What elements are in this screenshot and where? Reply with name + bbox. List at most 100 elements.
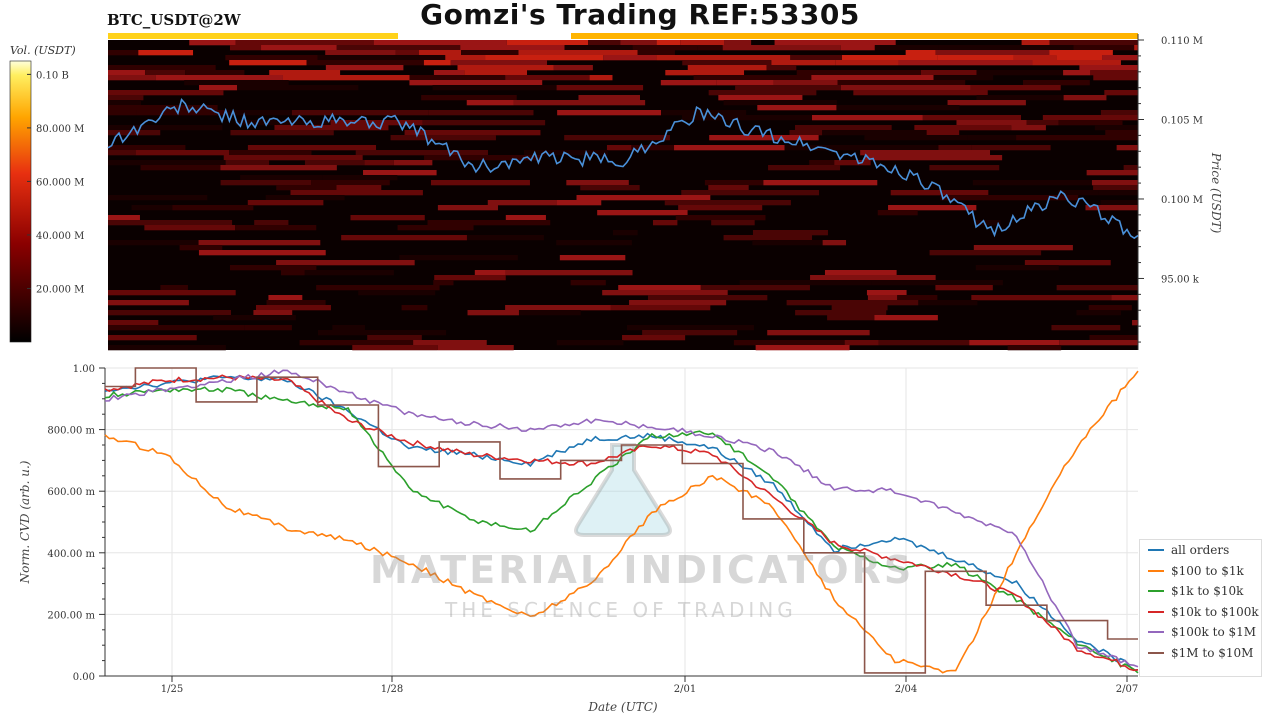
heatmap-cell bbox=[1086, 170, 1138, 176]
heatmap-cell bbox=[325, 50, 396, 56]
heatmap-cell bbox=[1056, 285, 1138, 291]
legend-swatch bbox=[1148, 631, 1164, 634]
cvd-x-tick-label: 2/04 bbox=[895, 684, 917, 695]
heatmap-cell bbox=[867, 295, 898, 301]
cvd-y-tick-label: 0.00 bbox=[73, 672, 95, 683]
heatmap-cell bbox=[240, 175, 323, 181]
heatmap-cell bbox=[647, 295, 768, 301]
heatmap-cell bbox=[722, 45, 841, 51]
heatmap-cell bbox=[774, 40, 896, 46]
heatmap-cell bbox=[975, 265, 1059, 271]
heatmap-cell bbox=[198, 240, 321, 246]
heatmap-cell bbox=[213, 315, 296, 321]
heatmap-cell bbox=[637, 50, 675, 56]
heatmap-cell bbox=[254, 220, 289, 226]
heatmap-cell bbox=[1011, 125, 1046, 131]
legend-label: all orders bbox=[1171, 543, 1230, 558]
heatmap-cell bbox=[933, 75, 994, 81]
heatmap-cell bbox=[580, 185, 640, 191]
heatmap-cell bbox=[518, 50, 638, 56]
heatmap-cell bbox=[140, 165, 221, 171]
heatmap-cell bbox=[656, 40, 681, 46]
legend-item: $10k to $100k bbox=[1140, 602, 1261, 623]
heatmap-cell bbox=[291, 110, 429, 116]
heatmap-cell bbox=[145, 70, 186, 76]
heatmap-cell bbox=[789, 130, 823, 136]
heatmap-cell bbox=[708, 185, 749, 191]
heatmap-cell bbox=[626, 325, 754, 331]
heatmap-cell bbox=[602, 290, 728, 296]
cvd-y-tick-label: 600.00 m bbox=[47, 487, 95, 498]
heatmap-cell bbox=[513, 100, 646, 106]
heatmap-cell bbox=[693, 75, 812, 81]
heatmap-cell bbox=[1132, 320, 1138, 326]
heatmap-cell bbox=[1049, 50, 1113, 56]
heatmap-cell bbox=[299, 340, 414, 346]
heatmap-cell bbox=[1042, 115, 1138, 121]
heatmap-cell bbox=[108, 220, 233, 226]
heatmap-cell bbox=[763, 180, 878, 186]
heatmap-cell bbox=[877, 210, 918, 216]
heatmap-cell bbox=[108, 215, 140, 221]
heatmap-cell bbox=[1056, 55, 1103, 61]
heatmap-cell bbox=[108, 335, 197, 341]
heatmap-cell bbox=[269, 70, 341, 76]
heatmap-cell bbox=[697, 45, 723, 51]
heatmap-cell bbox=[929, 165, 1000, 171]
heatmap-cell bbox=[220, 180, 312, 186]
heatmap-cell bbox=[827, 315, 875, 321]
heatmap-cell bbox=[766, 65, 797, 71]
heatmap-cell bbox=[409, 75, 506, 81]
heatmap-cell bbox=[1111, 295, 1138, 301]
legend-item: all orders bbox=[1140, 540, 1261, 561]
heatmap-cell bbox=[564, 135, 670, 141]
heatmap-cell bbox=[108, 150, 136, 156]
heatmap-cell bbox=[108, 130, 161, 136]
heatmap-cell bbox=[276, 185, 337, 191]
heatmap-cell bbox=[1024, 260, 1111, 266]
heatmap-cell bbox=[704, 180, 764, 186]
heatmap-cell bbox=[622, 335, 686, 341]
heatmap-cell bbox=[445, 55, 486, 61]
heatmap-cell bbox=[973, 245, 1073, 251]
watermark-subtext: THE SCIENCE OF TRADING bbox=[445, 598, 797, 622]
legend-label: $1M to $10M bbox=[1171, 645, 1254, 660]
heatmap-cell bbox=[437, 345, 514, 351]
colorbar-tick-label: 40.000 M bbox=[36, 231, 84, 242]
heatmap-cell bbox=[172, 205, 254, 211]
heatmap-cell bbox=[947, 100, 1026, 106]
heatmap-cell bbox=[244, 325, 292, 331]
cvd-y-axis-title: Norm. CVD (arb. u.) bbox=[18, 460, 32, 584]
heatmap-cell bbox=[265, 195, 345, 201]
heatmap-cell bbox=[350, 215, 425, 221]
heatmap-cell bbox=[618, 285, 701, 291]
heatmap-cell bbox=[198, 250, 326, 256]
cvd-series-line bbox=[104, 369, 1139, 668]
heatmap-cell bbox=[681, 115, 812, 121]
heatmap-cell bbox=[1063, 70, 1091, 76]
heatmap-cell bbox=[487, 200, 557, 206]
heatmap-cell bbox=[424, 155, 541, 161]
price-line bbox=[107, 97, 1139, 240]
heatmap-cell bbox=[225, 160, 270, 166]
heatmap-cell bbox=[597, 210, 688, 216]
legend-label: $1k to $10k bbox=[1171, 584, 1244, 599]
heatmap-cell bbox=[767, 330, 870, 336]
heatmap-cell bbox=[457, 65, 554, 71]
cvd-y-tick-label: 400.00 m bbox=[47, 549, 95, 560]
colorbar-gradient bbox=[9, 60, 32, 343]
heatmap-cell bbox=[135, 150, 230, 156]
legend-swatch bbox=[1148, 569, 1164, 572]
heatmap-cell bbox=[938, 45, 1074, 51]
heatmap-cell bbox=[1022, 80, 1090, 86]
heatmap-cell bbox=[664, 200, 791, 206]
heatmap-cell bbox=[935, 50, 1050, 56]
legend-swatch bbox=[1148, 549, 1164, 552]
heatmap-cell bbox=[108, 125, 223, 131]
heatmap-cell bbox=[556, 340, 624, 346]
heatmap-cell bbox=[235, 40, 374, 46]
heatmap-cell bbox=[253, 310, 293, 316]
heatmap-cell bbox=[461, 50, 519, 56]
legend-label: $100 to $1k bbox=[1171, 563, 1244, 578]
heatmap-cell bbox=[235, 225, 317, 231]
